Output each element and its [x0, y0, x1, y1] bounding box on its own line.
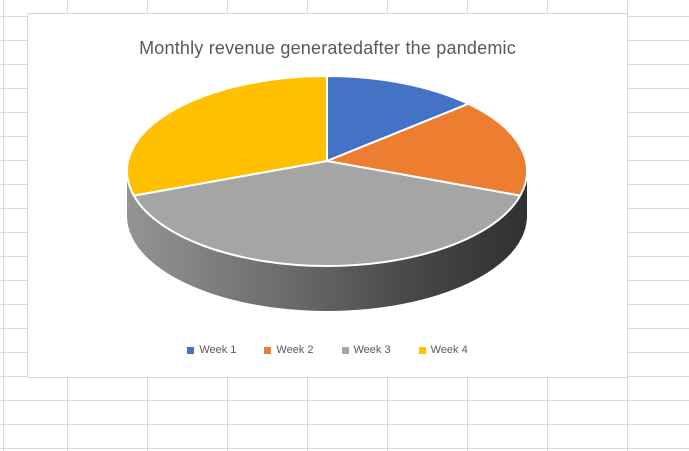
- pie-slice-week-1[interactable]: [326, 75, 470, 162]
- pie-slice-week-3[interactable]: [132, 160, 522, 267]
- legend-item-week-1[interactable]: Week 1: [187, 344, 236, 356]
- legend-swatch-icon: [187, 346, 195, 354]
- legend-swatch-icon: [418, 346, 426, 354]
- legend-label: Week 2: [276, 344, 314, 356]
- pie-3d-side: [127, 171, 527, 311]
- chart-title[interactable]: Monthly revenue generatedafter the pande…: [139, 38, 516, 58]
- legend-label: Week 3: [353, 344, 391, 356]
- legend-item-week-4[interactable]: Week 4: [418, 344, 468, 356]
- legend-swatch-icon: [264, 346, 272, 354]
- legend-item-week-3[interactable]: Week 3: [341, 344, 391, 356]
- legend-swatch-icon: [341, 346, 349, 354]
- legend-label: Week 4: [430, 344, 468, 356]
- legend-item-week-2[interactable]: Week 2: [264, 344, 314, 356]
- pie-slice-week-4[interactable]: [126, 75, 328, 197]
- chart-legend[interactable]: Week 1 Week 2 Week 3 Week 4: [28, 344, 627, 356]
- sheet-gridline-column-a: [3, 0, 4, 451]
- pie-chart[interactable]: [28, 14, 627, 377]
- pie-slice-week-2[interactable]: [326, 102, 528, 197]
- legend-label: Week 1: [199, 344, 237, 356]
- chart-object[interactable]: Monthly revenue generatedafter the pande…: [27, 13, 628, 378]
